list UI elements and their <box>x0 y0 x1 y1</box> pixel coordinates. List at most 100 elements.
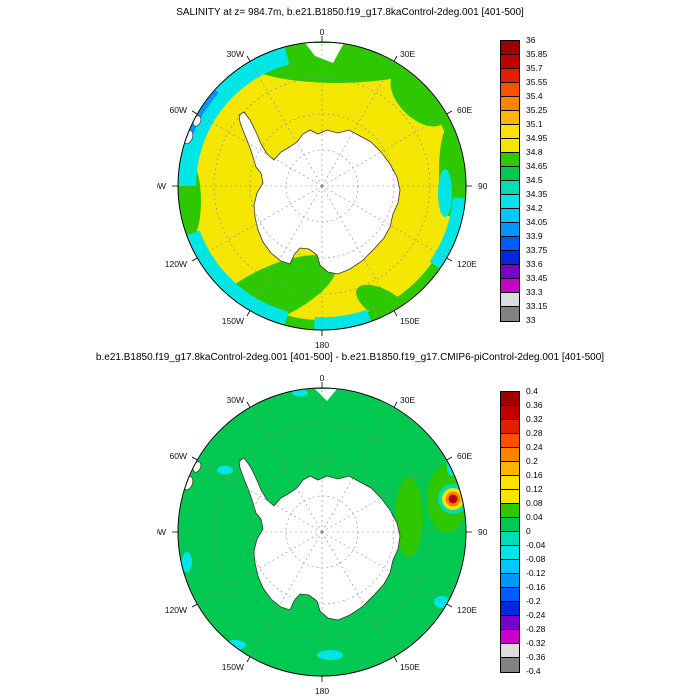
lon-label-90e: 90E <box>478 527 487 537</box>
colorbar-band <box>501 560 519 574</box>
latitude-circle <box>213 423 431 641</box>
lon-label-150e: 150E <box>400 316 420 326</box>
lon-label-180: 180 <box>315 686 329 696</box>
colorbar-band <box>501 658 519 672</box>
anomaly-core <box>451 497 455 501</box>
colorbar-band <box>501 574 519 588</box>
colorbar-band <box>501 111 519 125</box>
lon-label-60w: 60W <box>170 105 187 115</box>
colorbar-tick: 33.75 <box>526 245 548 255</box>
no-data-notch <box>315 389 337 401</box>
colorbar-tick: -0.04 <box>526 540 546 550</box>
colorbar-band <box>501 293 519 307</box>
lon-label-120w: 120W <box>165 605 187 615</box>
colorbar-band <box>501 97 519 111</box>
cyan-patch-90e <box>438 169 452 217</box>
latitude-circle <box>213 77 431 295</box>
colorbar-band <box>501 406 519 420</box>
colorbar-band <box>501 83 519 97</box>
lon-label-120w: 120W <box>165 259 187 269</box>
colorbar-tick: 33.45 <box>526 273 548 283</box>
colorbar-band <box>501 434 519 448</box>
cyan-spot <box>224 640 246 650</box>
colorbar-tick: 34.2 <box>526 203 543 213</box>
lon-label-180: 180 <box>315 340 329 350</box>
green-patch-coast-90e <box>395 477 423 557</box>
colorbar-band <box>501 462 519 476</box>
colorbar-tick: 0.28 <box>526 428 543 438</box>
colorbar-band <box>501 532 519 546</box>
colorbar-tick: 35.4 <box>526 91 543 101</box>
colorbar-tick: -0.2 <box>526 596 541 606</box>
lon-label-150w: 150W <box>222 662 244 672</box>
salinity-difference-map: 0 30E 60E 90E 120E 150E 180 150W 120W 90… <box>157 373 487 696</box>
colorbar-band <box>501 181 519 195</box>
lon-label-150e: 150E <box>400 662 420 672</box>
lon-label-120e: 120E <box>457 605 477 615</box>
colorbar-band <box>501 167 519 181</box>
cyan-spot <box>317 650 343 660</box>
colorbar-band <box>501 195 519 209</box>
colorbar-tick: 36 <box>526 35 536 45</box>
colorbar-band <box>501 153 519 167</box>
colorbar-tick: 34.8 <box>526 147 543 157</box>
lon-label-30e: 30E <box>400 49 415 59</box>
colorbar-tick: 33.9 <box>526 231 543 241</box>
colorbar-tick: -0.32 <box>526 638 546 648</box>
colorbar-band <box>501 546 519 560</box>
lon-label-60e: 60E <box>457 105 472 115</box>
lon-label-90e: 90E <box>478 181 487 191</box>
colorbar-tick: 35.85 <box>526 49 548 59</box>
colorbar-tick: 0.12 <box>526 484 543 494</box>
lon-label-120e: 120E <box>457 259 477 269</box>
colorbar-band <box>501 588 519 602</box>
colorbar-band <box>501 251 519 265</box>
salinity-colorbar: 36 35.85 35.7 35.55 35.4 35.25 35.1 34.9… <box>500 36 575 325</box>
colorbar-tick: 0.16 <box>526 470 543 480</box>
colorbar-tick: 34.35 <box>526 189 548 199</box>
cyan-arc-180 <box>313 309 372 330</box>
colorbar-band <box>501 139 519 153</box>
colorbar-band <box>501 420 519 434</box>
colorbar-band <box>501 209 519 223</box>
colorbar-tick: -0.4 <box>526 666 541 676</box>
colorbar-band <box>501 616 519 630</box>
colorbar-band <box>501 125 519 139</box>
difference-colorbar: 0.4 0.36 0.32 0.28 0.24 0.2 0.16 0.12 0.… <box>500 387 575 676</box>
antarctica-outline <box>238 111 401 275</box>
colorbar-band <box>501 504 519 518</box>
colorbar-band <box>501 448 519 462</box>
antarctica-outline <box>238 457 401 621</box>
colorbar-band <box>501 55 519 69</box>
colorbar-tick: 35.7 <box>526 63 543 73</box>
cyan-spot <box>182 552 192 572</box>
no-data-notch <box>305 43 344 63</box>
colorbar-tick: -0.12 <box>526 568 546 578</box>
colorbar-swatches <box>500 40 520 322</box>
colorbar-tick: 0.24 <box>526 442 543 452</box>
colorbar-tick: 0.04 <box>526 512 543 522</box>
colorbar-band <box>501 69 519 83</box>
meridian-lines <box>178 388 466 676</box>
cyan-arc-150w <box>184 230 289 328</box>
meridian-ticks <box>172 36 472 336</box>
cyan-spot <box>217 465 233 475</box>
colorbar-band <box>501 518 519 532</box>
colorbar-tick: 0.32 <box>526 414 543 424</box>
colorbar-tick: 33.6 <box>526 259 543 269</box>
colorbar-tick: 33.15 <box>526 301 548 311</box>
cyan-arc-120e <box>429 197 466 269</box>
lon-label-150w: 150W <box>222 316 244 326</box>
colorbar-band <box>501 630 519 644</box>
colorbar-tick: 34.65 <box>526 161 548 171</box>
colorbar-tick: -0.28 <box>526 624 546 634</box>
lon-label-30w: 30W <box>227 395 244 405</box>
colorbar-tick: 34.95 <box>526 133 548 143</box>
meridian-lines <box>178 42 466 330</box>
colorbar-tick: 33 <box>526 315 536 325</box>
colorbar-tick: 35.25 <box>526 105 548 115</box>
colorbar-tick: 0.36 <box>526 400 543 410</box>
colorbar-tick: -0.08 <box>526 554 546 564</box>
lon-label-60w: 60W <box>170 451 187 461</box>
